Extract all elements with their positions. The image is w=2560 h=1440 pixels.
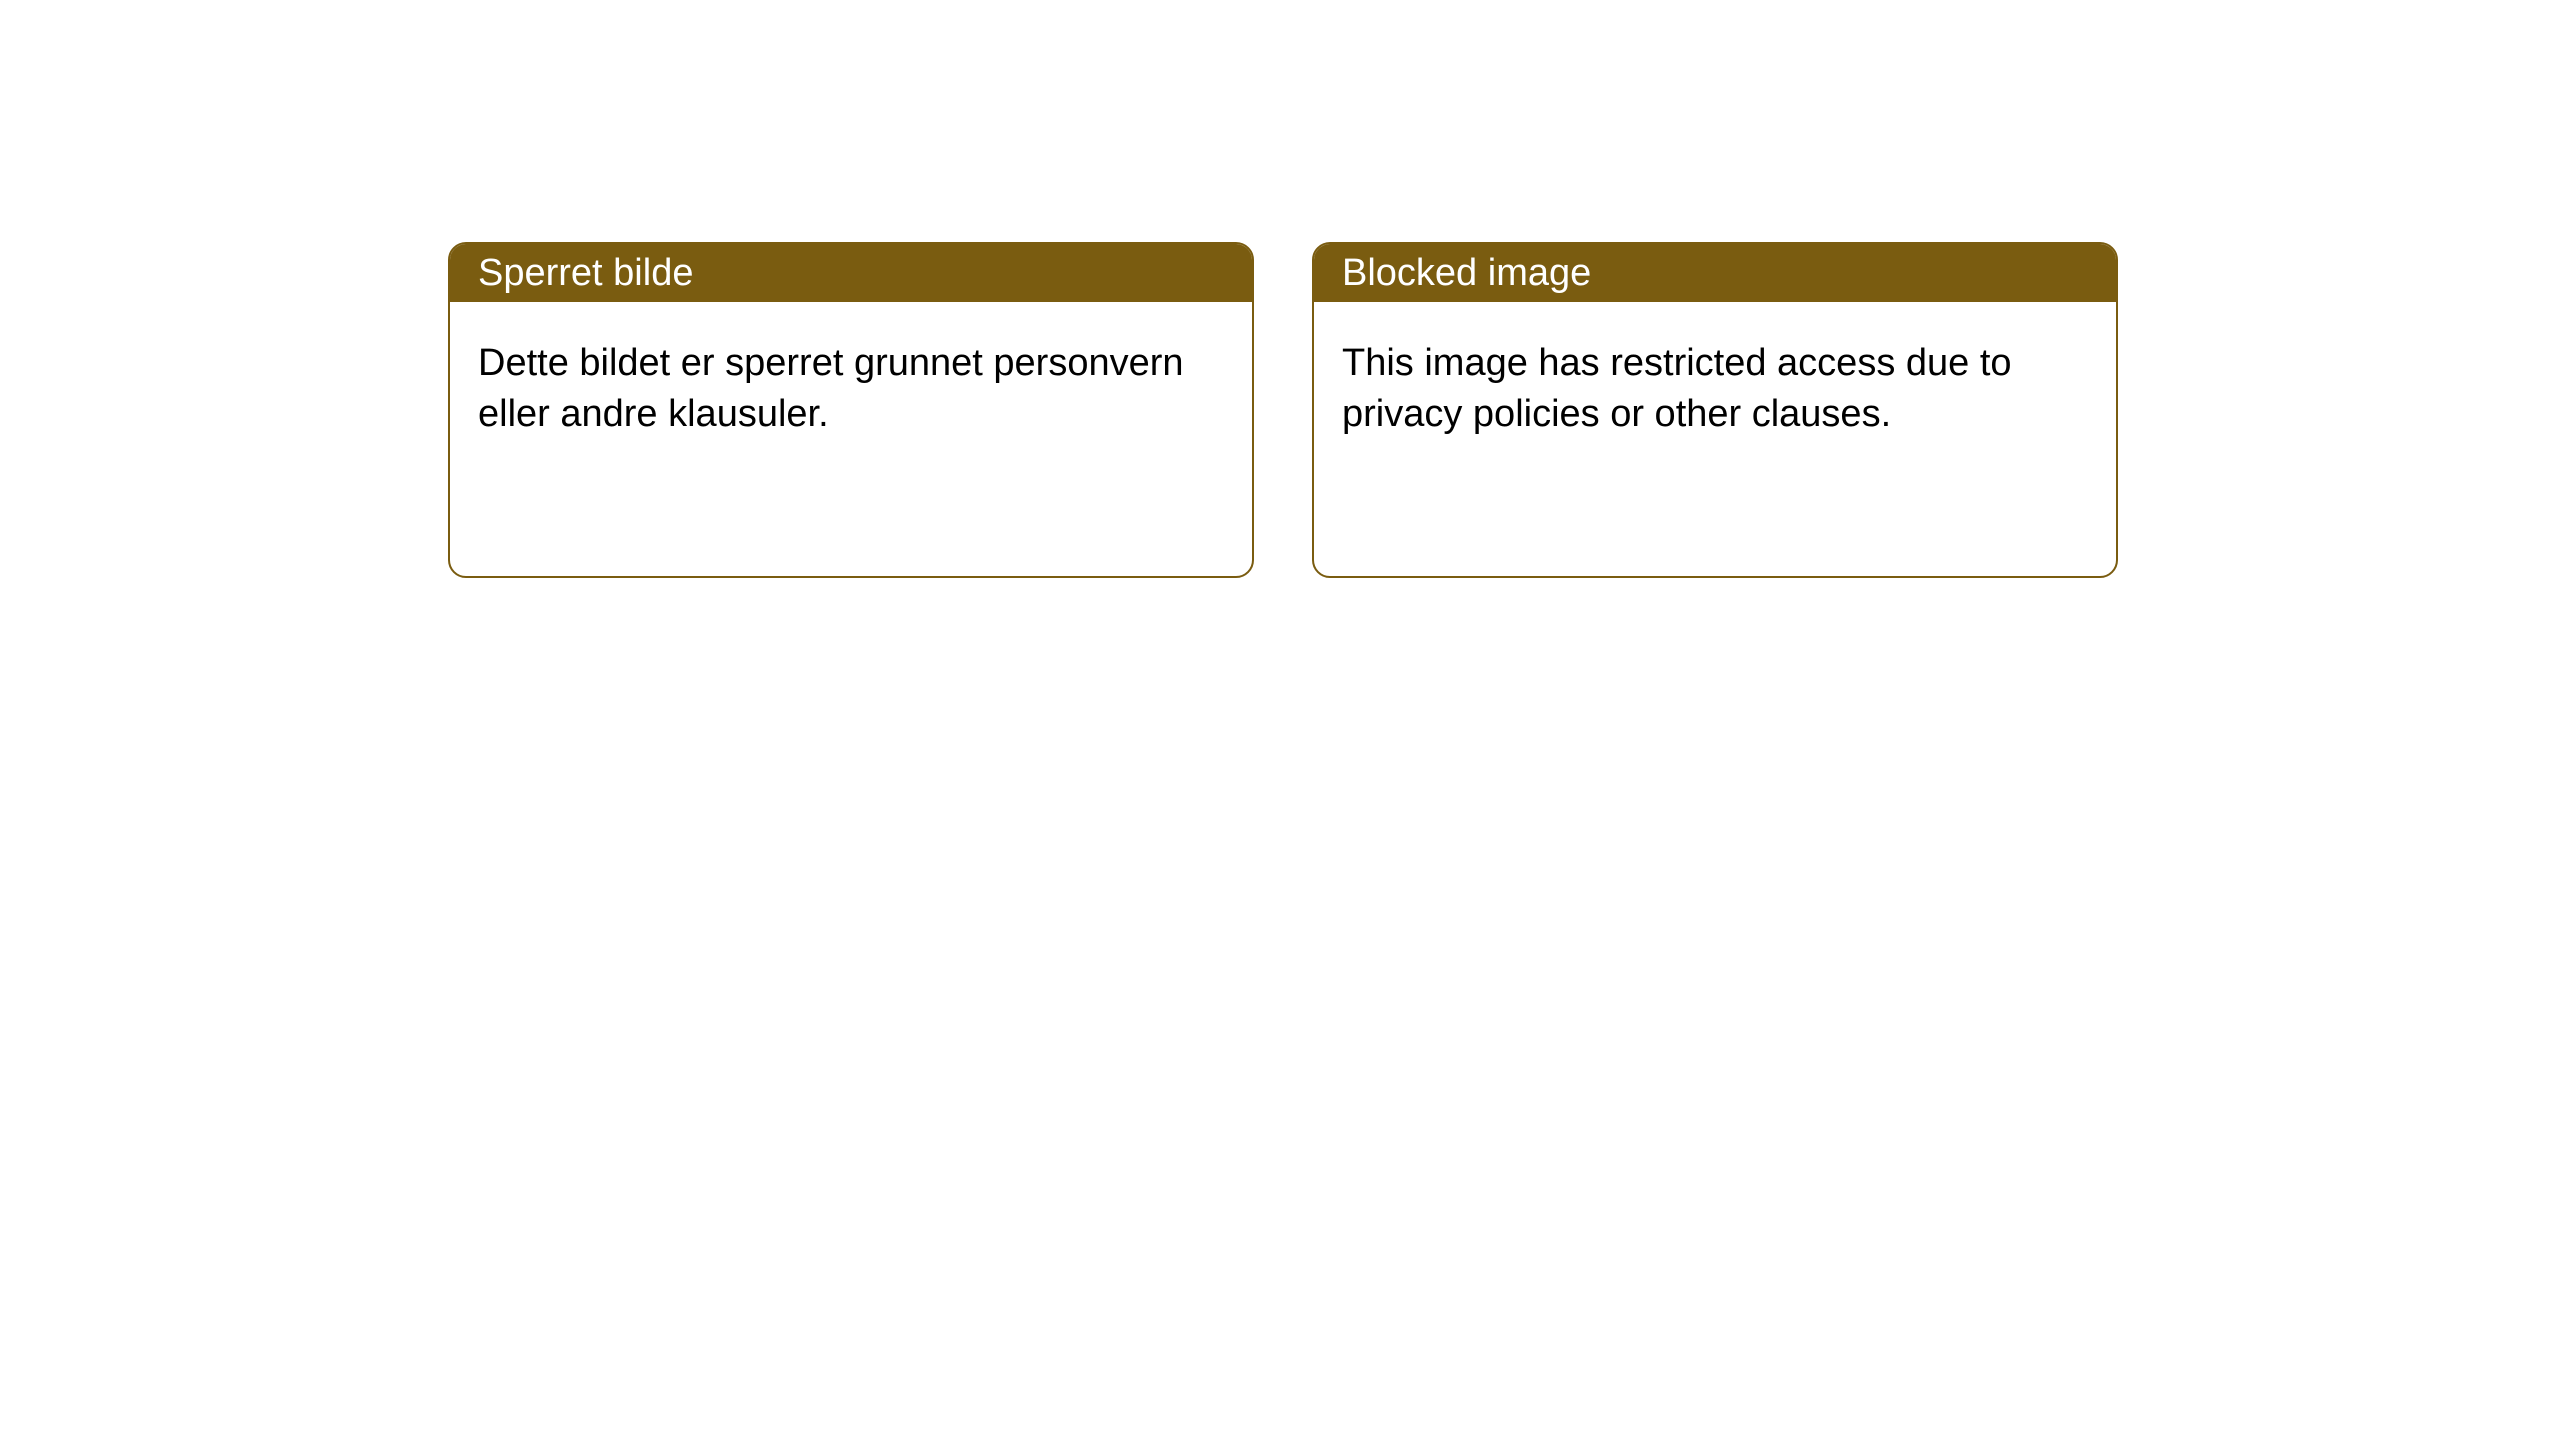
notice-body-english: This image has restricted access due to … (1314, 302, 2116, 477)
notice-header-norwegian: Sperret bilde (450, 244, 1252, 302)
notice-text-english: This image has restricted access due to … (1342, 342, 2012, 435)
notice-box-norwegian: Sperret bilde Dette bildet er sperret gr… (448, 242, 1254, 578)
notice-title-english: Blocked image (1342, 252, 1591, 295)
notice-title-norwegian: Sperret bilde (478, 252, 693, 295)
notice-text-norwegian: Dette bildet er sperret grunnet personve… (478, 342, 1184, 435)
notice-body-norwegian: Dette bildet er sperret grunnet personve… (450, 302, 1252, 477)
notice-header-english: Blocked image (1314, 244, 2116, 302)
notices-container: Sperret bilde Dette bildet er sperret gr… (0, 0, 2560, 578)
notice-box-english: Blocked image This image has restricted … (1312, 242, 2118, 578)
